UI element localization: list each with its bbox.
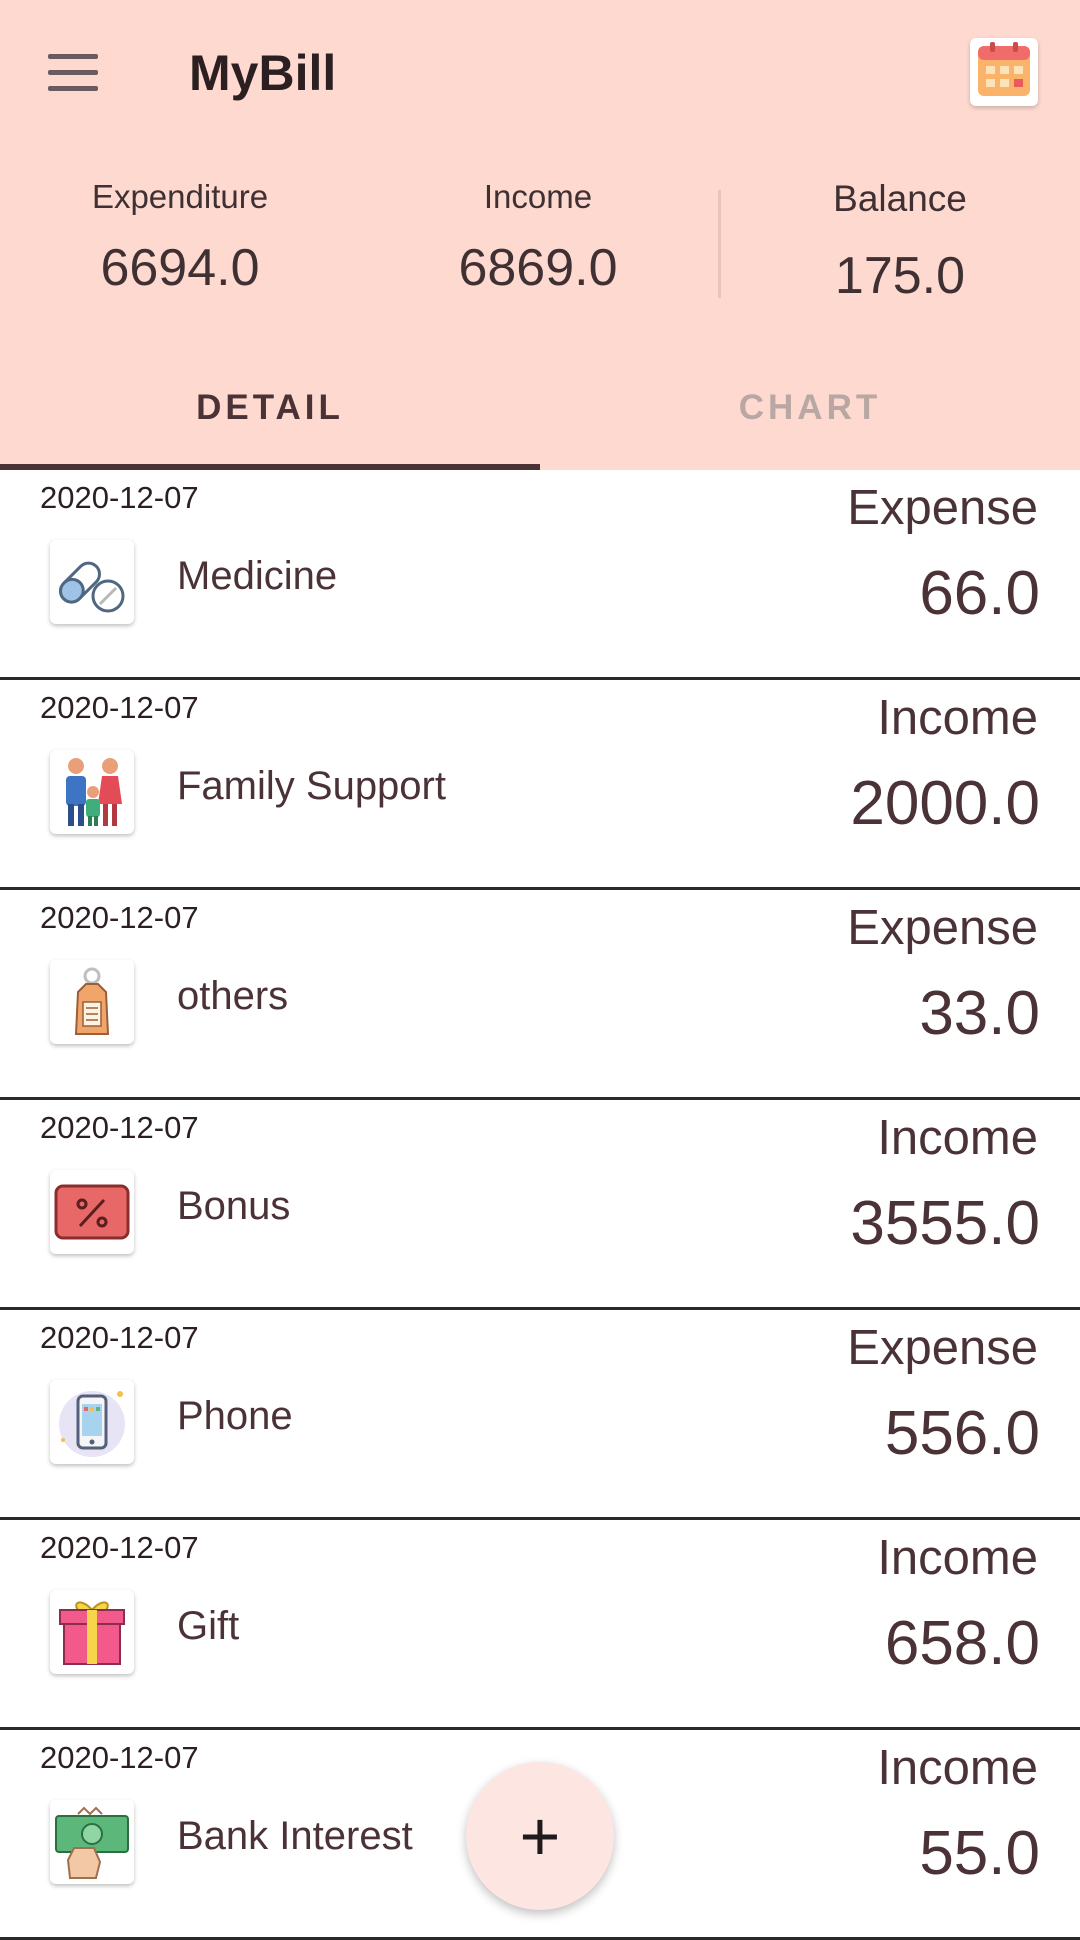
list-item[interactable]: 2020-12-07 Medicine Expense 66.0: [0, 470, 1080, 680]
record-date: 2020-12-07: [40, 1110, 199, 1145]
record-date: 2020-12-07: [40, 1320, 199, 1355]
expenditure-summary: Expenditure 6694.0: [30, 178, 330, 298]
record-date: 2020-12-07: [40, 690, 199, 725]
tab-detail[interactable]: DETAIL: [196, 388, 344, 427]
record-type: Income: [877, 691, 1038, 745]
record-type: Income: [877, 1741, 1038, 1795]
app-title: MyBill: [189, 45, 337, 101]
phone-icon: [50, 1380, 134, 1464]
record-amount: 33.0: [919, 979, 1040, 1048]
record-name: Bonus: [177, 1184, 291, 1228]
add-record-button[interactable]: +: [466, 1762, 614, 1910]
record-date: 2020-12-07: [40, 900, 199, 935]
record-name: Family Support: [177, 764, 446, 808]
record-name: others: [177, 974, 289, 1018]
summary-divider: [718, 190, 721, 298]
medicine-icon: [50, 540, 134, 624]
record-name: Bank Interest: [177, 1814, 413, 1858]
expenditure-label: Expenditure: [91, 178, 269, 215]
income-value: 6869.0: [458, 239, 618, 297]
record-type: Expense: [847, 1321, 1038, 1375]
money-icon: [50, 1800, 134, 1884]
record-amount: 556.0: [884, 1399, 1040, 1468]
gift-icon: [50, 1590, 134, 1674]
record-name: Phone: [177, 1394, 293, 1438]
income-summary: Income 6869.0: [388, 178, 688, 298]
record-name: Gift: [177, 1604, 240, 1648]
record-date: 2020-12-07: [40, 1740, 199, 1775]
family-icon: [50, 750, 134, 834]
list-item[interactable]: 2020-12-07 Gift Income 658.0: [0, 1520, 1080, 1730]
plus-icon: +: [519, 1797, 561, 1875]
tab-indicator: [0, 464, 540, 470]
balance-summary: Balance 175.0: [750, 178, 1050, 306]
record-date: 2020-12-07: [40, 480, 199, 515]
list-item[interactable]: 2020-12-07 others Expense 33.0: [0, 890, 1080, 1100]
tag-icon: [50, 960, 134, 1044]
calendar-icon[interactable]: [970, 38, 1038, 106]
percent-icon: [50, 1170, 134, 1254]
list-item[interactable]: 2020-12-07 Bonus Income 3555.0: [0, 1100, 1080, 1310]
record-type: Income: [877, 1531, 1038, 1585]
tab-chart[interactable]: CHART: [738, 388, 882, 427]
record-date: 2020-12-07: [40, 1530, 199, 1565]
record-type: Expense: [847, 481, 1038, 535]
record-amount: 658.0: [884, 1609, 1040, 1678]
balance-value: 175.0: [834, 247, 966, 305]
record-amount: 3555.0: [850, 1189, 1040, 1258]
record-name: Medicine: [177, 554, 338, 598]
record-amount: 66.0: [919, 559, 1040, 628]
list-item[interactable]: 2020-12-07 Phone Expense 556.0: [0, 1310, 1080, 1520]
menu-icon[interactable]: [46, 50, 100, 96]
record-amount: 55.0: [919, 1819, 1040, 1888]
record-type: Income: [877, 1111, 1038, 1165]
record-list: 2020-12-07 Medicine Expense 66.0 2020-12…: [0, 470, 1080, 1940]
list-item[interactable]: 2020-12-07 Family Support Income 2000.0: [0, 680, 1080, 890]
balance-label: Balance: [833, 178, 967, 219]
record-type: Expense: [847, 901, 1038, 955]
record-amount: 2000.0: [850, 769, 1040, 838]
app-header: MyBill Expenditure 6694.0 Income 6869.0 …: [0, 0, 1080, 470]
expenditure-value: 6694.0: [100, 239, 260, 297]
income-label: Income: [483, 178, 593, 215]
